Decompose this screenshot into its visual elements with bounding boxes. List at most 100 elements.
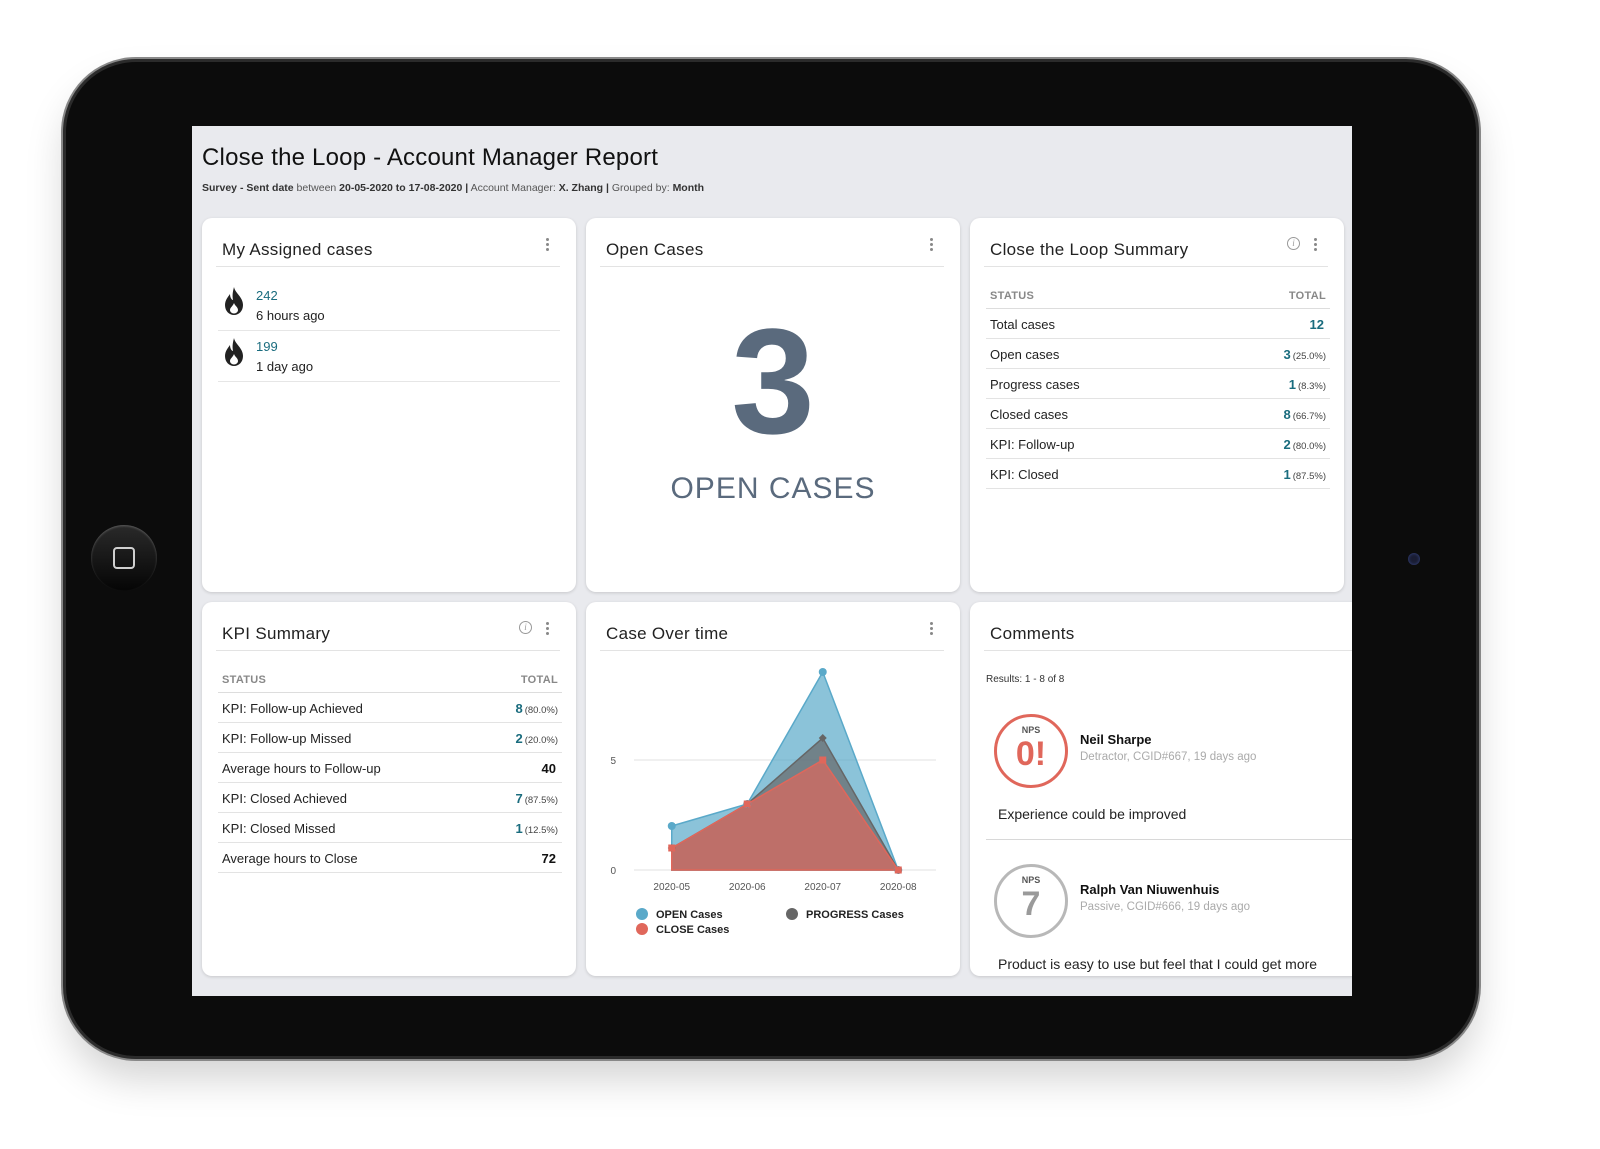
results-count: Results: 1 - 8 of 8	[986, 674, 1065, 685]
row-percent: (80.0%)	[1292, 441, 1326, 452]
row-label: KPI: Closed	[990, 467, 1059, 482]
card-title: Comments	[990, 624, 1075, 643]
comment-author[interactable]: Ralph Van Niuwenhuis	[1080, 882, 1220, 897]
table-row: KPI: Follow-up Missed 2 (20.0%)	[218, 723, 562, 753]
loop-summary-table: STATUS TOTAL Total cases 12 Open cases 3…	[986, 280, 1330, 489]
open-cases-count: 3	[731, 297, 815, 465]
table-row: KPI: Closed 1 (87.5%)	[986, 459, 1330, 489]
open-cases-card: Open Cases 3 OPEN CASES	[586, 218, 960, 592]
info-icon[interactable]: i	[519, 621, 532, 634]
divider	[216, 650, 560, 651]
data-point	[667, 822, 676, 830]
row-value: 1	[1283, 467, 1291, 482]
case-link[interactable]: 242	[256, 288, 278, 303]
row-value: 2	[515, 731, 523, 746]
table-row: Average hours to Follow-up 40	[218, 753, 562, 783]
table-header: STATUS TOTAL	[218, 664, 562, 693]
table-header: STATUS TOTAL	[986, 280, 1330, 309]
table-row: KPI: Follow-up Achieved 8 (80.0%)	[218, 693, 562, 723]
row-label: KPI: Closed Missed	[222, 821, 336, 836]
row-percent: (25.0%)	[1292, 351, 1326, 362]
card-title: Open Cases	[606, 240, 704, 259]
card-title: My Assigned cases	[222, 240, 373, 259]
data-point	[668, 844, 676, 852]
card-title: Close the Loop Summary	[990, 240, 1189, 259]
row-value: 7	[515, 791, 523, 806]
x-tick-label: 2020-05	[653, 882, 690, 893]
more-options-icon[interactable]	[544, 238, 550, 252]
more-options-icon[interactable]	[928, 238, 934, 252]
more-options-icon[interactable]	[1312, 238, 1318, 252]
filter-manager-value: X. Zhang	[558, 182, 604, 194]
row-percent: (8.3%)	[1298, 381, 1326, 392]
nps-label: NPS	[1021, 725, 1041, 735]
dashboard-screen: Close the Loop - Account Manager Report …	[192, 126, 1352, 996]
legend-marker	[636, 908, 648, 920]
row-label: Closed cases	[990, 407, 1069, 422]
filter-grouped-value: Month	[672, 182, 705, 194]
nps-label: NPS	[1021, 875, 1041, 885]
row-label: KPI: Follow-up Achieved	[222, 701, 363, 716]
legend-marker	[786, 908, 798, 920]
y-tick-label: 0	[610, 866, 616, 877]
filter-between: between	[296, 182, 337, 194]
flame-icon	[225, 338, 243, 366]
comment-author[interactable]: Neil Sharpe	[1080, 732, 1152, 747]
case-link[interactable]: 199	[256, 339, 278, 354]
more-options-icon[interactable]	[928, 622, 934, 636]
data-point	[743, 800, 751, 808]
row-percent: (12.5%)	[524, 825, 558, 836]
data-point	[894, 866, 902, 874]
table-row: KPI: Follow-up 2 (80.0%)	[986, 429, 1330, 459]
table-row: Average hours to Close 72	[218, 843, 562, 873]
divider	[984, 650, 1352, 651]
filter-date-range: 20-05-2020 to 17-08-2020	[339, 182, 463, 194]
row-value: 12	[1309, 317, 1324, 332]
row-value: 8	[515, 701, 523, 716]
table-row: Progress cases 1 (8.3%)	[986, 369, 1330, 399]
divider	[600, 650, 944, 651]
row-percent: (20.0%)	[524, 735, 558, 746]
row-percent: (87.5%)	[524, 795, 558, 806]
filter-manager-label: Account Manager:	[470, 182, 556, 194]
comment-text: Experience could be improved	[998, 806, 1187, 822]
home-button[interactable]	[91, 525, 157, 591]
nps-score: 7	[1021, 885, 1041, 923]
x-tick-label: 2020-07	[804, 882, 841, 893]
row-label: Open cases	[990, 347, 1060, 362]
x-tick-label: 2020-08	[880, 882, 917, 893]
loop-summary-card: Close the Loop Summary i STATUS TOTAL To…	[970, 218, 1344, 592]
page-title: Close the Loop - Account Manager Report	[202, 144, 659, 171]
info-icon[interactable]: i	[1287, 237, 1300, 250]
row-value: 3	[1283, 347, 1291, 362]
flame-icon	[225, 287, 243, 315]
comment-meta: Passive, CGID#666, 19 days ago	[1080, 901, 1251, 913]
data-point	[818, 668, 827, 676]
row-label: KPI: Follow-up	[990, 437, 1075, 452]
y-tick-label: 5	[610, 756, 616, 767]
more-options-icon[interactable]	[544, 622, 550, 636]
column-header-status: STATUS	[222, 674, 267, 686]
assigned-cases-card: My Assigned cases 242 6 hours ago 199 1 …	[202, 218, 576, 592]
comment-meta: Detractor, CGID#667, 19 days ago	[1080, 751, 1257, 763]
filter-separator: |	[605, 182, 609, 194]
divider	[216, 266, 560, 267]
row-label: Progress cases	[990, 377, 1080, 392]
tablet-frame: Close the Loop - Account Manager Report …	[66, 62, 1476, 1056]
table-row: Open cases 3 (25.0%)	[986, 339, 1330, 369]
x-tick-label: 2020-06	[729, 882, 766, 893]
card-title: KPI Summary	[222, 624, 331, 643]
column-header-status: STATUS	[990, 290, 1035, 302]
case-over-time-card: Case Over time 0 5 2020-05 2020-06 2020-07 20…	[586, 602, 960, 976]
card-title: Case Over time	[606, 624, 729, 643]
legend-label: CLOSE Cases	[656, 924, 729, 936]
divider	[984, 266, 1328, 267]
camera-icon	[1408, 553, 1420, 565]
table-row: KPI: Closed Achieved 7 (87.5%)	[218, 783, 562, 813]
case-over-time-chart: 0 5 2020-05 2020-06 2020-07 2020-08 OPEN Cases…	[610, 668, 936, 936]
kpi-summary-table: STATUS TOTAL KPI: Follow-up Achieved 8 (8…	[218, 664, 562, 873]
open-cases-caption: OPEN CASES	[670, 472, 876, 505]
comment-text: Product is easy to use but feel that I c…	[998, 956, 1318, 972]
column-header-total: TOTAL	[520, 674, 558, 686]
row-percent: (87.5%)	[1292, 471, 1326, 482]
